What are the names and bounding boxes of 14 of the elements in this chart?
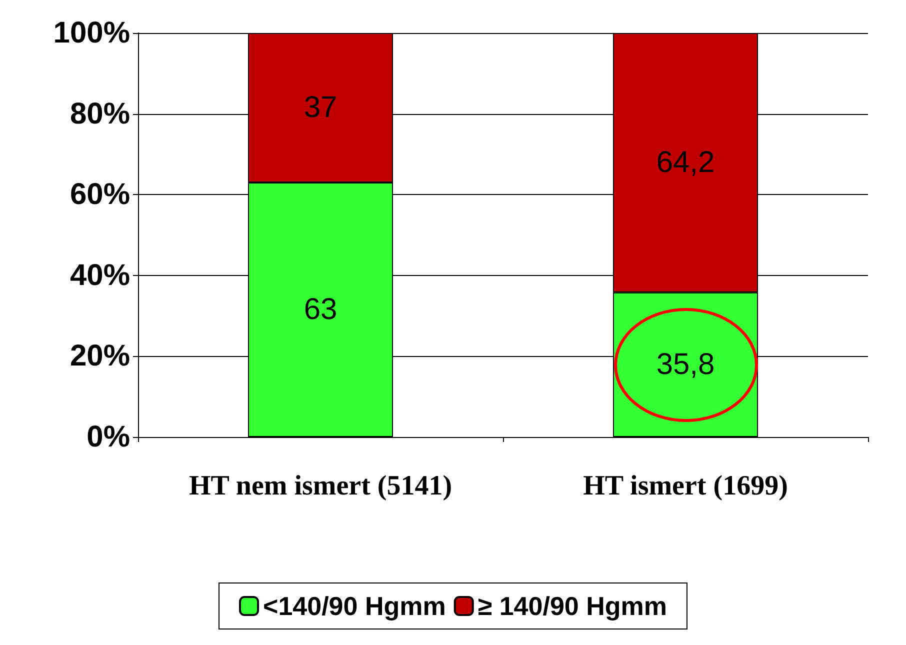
y-tick-label: 60% — [70, 178, 130, 212]
y-tick-label: 20% — [70, 340, 130, 373]
legend-label: ≥ 140/90 Hgmm — [478, 591, 667, 621]
data-label: 35,8 — [656, 348, 715, 382]
data-label: 64,2 — [656, 146, 715, 180]
legend-label: <140/90 Hgmm — [263, 591, 446, 621]
x-tick-label: HT nem ismert (5141) — [188, 470, 452, 502]
y-tick-label: 100% — [53, 16, 130, 50]
data-label: 63 — [304, 293, 338, 326]
y-tick-label: 40% — [70, 258, 130, 292]
y-tick-label: 80% — [70, 97, 130, 130]
y-tick-label: 0% — [86, 420, 130, 454]
x-tick-label: HT ismert (1699) — [583, 470, 788, 502]
data-label: 37 — [304, 91, 338, 124]
